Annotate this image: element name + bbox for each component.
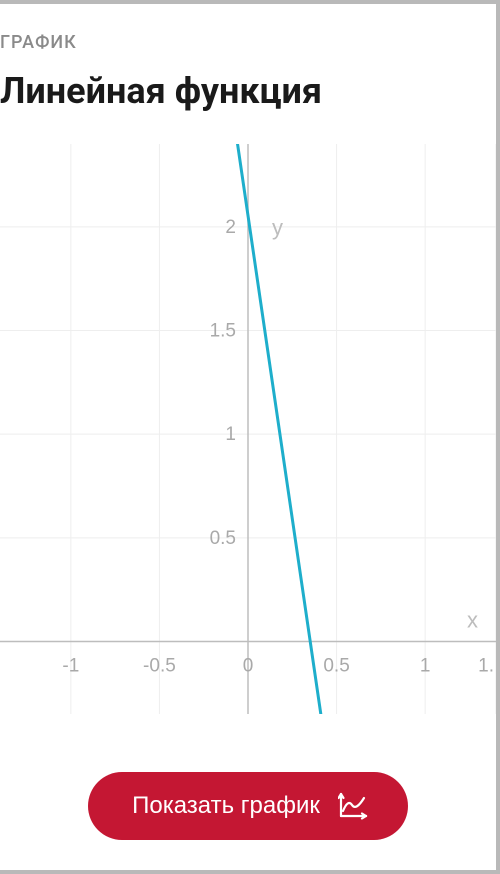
svg-text:-0.5: -0.5 (143, 656, 176, 677)
svg-text:0: 0 (243, 656, 254, 677)
svg-text:-1: -1 (62, 656, 79, 677)
app-content: ГРАФИК Линейная функция 0.511.52y-1-0.50… (0, 4, 496, 870)
svg-text:1.5: 1.5 (210, 321, 236, 342)
chart-line-icon (338, 792, 368, 820)
svg-text:1.: 1. (478, 656, 494, 677)
svg-text:y: y (272, 215, 283, 240)
svg-text:2: 2 (225, 217, 236, 238)
header: ГРАФИК Линейная функция (0, 4, 496, 126)
page-title: Линейная функция (0, 71, 496, 112)
svg-text:0.5: 0.5 (323, 656, 349, 677)
svg-text:1: 1 (420, 656, 431, 677)
svg-text:0.5: 0.5 (210, 528, 236, 549)
footer: Показать график (0, 746, 496, 870)
chart-area[interactable]: 0.5 1 1.5 2 y -1 -0.5 0 0.5 1 1. x (0, 144, 496, 746)
line-chart: 0.5 1 1.5 2 y -1 -0.5 0 0.5 1 1. x (0, 144, 496, 714)
section-overline: ГРАФИК (0, 32, 496, 53)
svg-text:1: 1 (225, 425, 236, 446)
show-chart-button[interactable]: Показать график (88, 772, 408, 840)
svg-text:x: x (467, 608, 478, 633)
show-chart-button-label: Показать график (132, 792, 320, 820)
